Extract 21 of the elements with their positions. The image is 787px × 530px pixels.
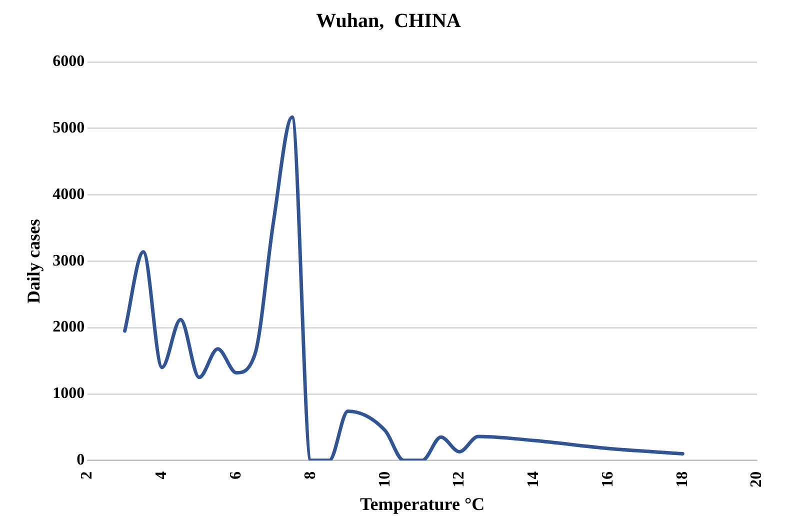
x-axis-title: Temperature °C (360, 494, 485, 514)
x-tick-label: 14 (525, 471, 542, 488)
y-tick-label: 5000 (52, 120, 85, 137)
x-tick-label: 2 (78, 471, 96, 480)
x-tick-label: 10 (376, 471, 394, 488)
x-tick-label: 18 (674, 471, 691, 488)
y-tick-label: 0 (76, 452, 85, 469)
y-tick-label: 3000 (52, 252, 85, 270)
y-axis-title: Daily cases (23, 218, 44, 304)
x-tick-label: 16 (599, 471, 616, 488)
line-series (123, 115, 684, 460)
y-tick-label: 4000 (52, 186, 85, 203)
chart-title: Wuhan, CHINA (316, 10, 462, 32)
x-tick-label: 12 (450, 471, 468, 488)
x-tick-label: 20 (748, 471, 766, 488)
y-tick-label: 6000 (52, 53, 85, 70)
x-tick-label: 4 (153, 471, 170, 480)
y-tick-label: 1000 (52, 385, 85, 402)
y-tick-label: 2000 (52, 318, 85, 336)
x-tick-label: 6 (227, 471, 244, 480)
x-tick-label: 8 (302, 471, 319, 480)
